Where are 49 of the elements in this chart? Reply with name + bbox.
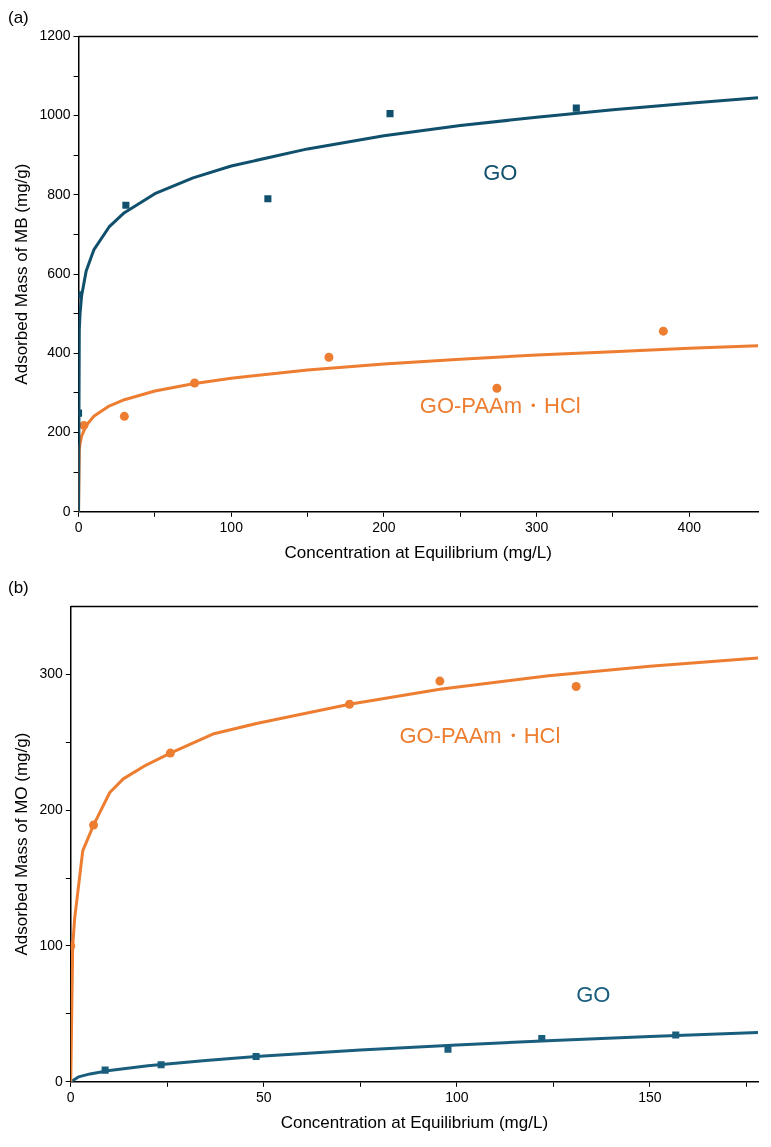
point: [252, 1053, 260, 1061]
series-label: GO-PAAm・HCl: [399, 723, 561, 749]
series-label: GO: [576, 981, 611, 1007]
y-tick-label: 200: [39, 801, 63, 817]
y-tick-label: 600: [47, 264, 71, 281]
x-tick-label: 100: [219, 519, 244, 536]
y-tick-label: 800: [47, 185, 71, 202]
x-tick-label: 300: [524, 519, 549, 536]
point: [190, 378, 200, 388]
x-tick-label: 200: [372, 519, 396, 536]
point: [79, 420, 89, 430]
y-tick-label: 300: [39, 665, 63, 682]
x-tick-label: 150: [638, 1089, 662, 1106]
point: [435, 676, 445, 686]
point: [101, 1066, 109, 1074]
point: [571, 682, 581, 692]
point: [122, 201, 130, 209]
y-tick-label: 0: [54, 1072, 63, 1089]
point: [444, 1045, 452, 1053]
x-tick-label: 100: [445, 1089, 469, 1106]
y-tick-label: 1200: [39, 27, 71, 44]
point: [658, 326, 668, 336]
point: [492, 383, 502, 393]
x-tick-label: 0: [74, 519, 83, 536]
point: [572, 104, 580, 112]
x-tick-label: 50: [256, 1089, 272, 1106]
y-tick-label: 100: [39, 936, 63, 953]
point: [264, 195, 272, 203]
chart-title: (b): [8, 577, 29, 597]
point: [157, 1061, 165, 1069]
x-tick-label: 400: [677, 519, 702, 536]
point: [165, 748, 175, 758]
chart-title: (a): [8, 7, 29, 27]
series-label: GO-PAAm・HCl: [419, 393, 581, 419]
y-axis-title: Adsorbed Mass of MB (mg/g): [11, 163, 31, 385]
text: GO: [483, 159, 518, 185]
point: [324, 352, 334, 362]
point: [89, 820, 99, 830]
y-tick-label: 400: [47, 344, 71, 361]
y-tick-label: 200: [47, 423, 71, 440]
y-tick-label: 1000: [39, 106, 71, 123]
point: [345, 699, 355, 709]
x-axis-title: Concentration at Equilibrium (mg/L): [280, 1113, 549, 1133]
point: [119, 411, 129, 421]
x-axis-title: Concentration at Equilibrium (mg/L): [284, 543, 552, 563]
point: [386, 110, 394, 118]
point: [672, 1031, 680, 1039]
y-tick-label: 0: [62, 502, 71, 519]
y-axis-title: Adsorbed Mass of MO (mg/g): [11, 732, 31, 956]
